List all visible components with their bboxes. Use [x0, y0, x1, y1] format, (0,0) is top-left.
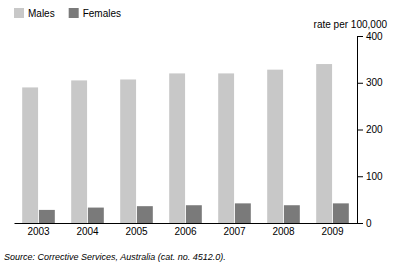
bar	[137, 206, 153, 223]
tick: 2005	[125, 226, 148, 237]
tick-label: 2008	[272, 226, 295, 237]
bar	[169, 73, 185, 223]
chart: 2003 2004 2005 2006 2007 2008 2009 0 100 200 300 40…	[0, 0, 397, 265]
tick-label: 400	[366, 31, 383, 42]
tick-mark	[357, 83, 363, 84]
tick-mark	[357, 130, 363, 131]
tick: 300	[357, 77, 383, 88]
bar	[186, 205, 202, 223]
series	[39, 203, 349, 223]
tick-label: 300	[366, 77, 383, 88]
bar	[22, 87, 38, 223]
tick-label: 2009	[321, 226, 344, 237]
axis-line	[15, 223, 358, 224]
x-axis: 2003 2004 2005 2006 2007 2008 2009	[15, 224, 358, 238]
legend-swatch	[14, 8, 24, 18]
bar	[284, 205, 300, 223]
legend: Males Females	[14, 8, 121, 19]
tick-label: 2004	[76, 226, 99, 237]
y-axis: 0 100 200 300 400	[357, 31, 383, 229]
bar	[71, 80, 87, 223]
tick: 100	[357, 171, 383, 182]
tick-label: 2003	[27, 226, 50, 237]
tick-label: 100	[366, 171, 383, 182]
tick: 2009	[321, 226, 344, 237]
tick-label: 0	[366, 218, 372, 229]
legend-item: Females	[69, 8, 121, 19]
plot: 2003 2004 2005 2006 2007 2008 2009 0 100 200 300 40…	[15, 31, 384, 237]
tick: 0	[357, 218, 372, 229]
tick: 2006	[174, 226, 197, 237]
bar	[235, 203, 251, 223]
tick: 2004	[76, 226, 99, 237]
tick-mark	[357, 223, 363, 224]
series	[22, 64, 332, 223]
legend-label: Females	[83, 8, 121, 19]
tick: 2007	[223, 226, 246, 237]
legend-swatch	[69, 8, 79, 18]
tick-label: 200	[366, 124, 383, 135]
axis-line	[358, 37, 364, 224]
tick-mark	[357, 36, 363, 37]
tick: 2008	[272, 226, 295, 237]
bar	[333, 203, 349, 223]
bar	[267, 70, 283, 223]
tick: 200	[357, 124, 383, 135]
bar	[39, 210, 55, 223]
bar	[120, 79, 136, 223]
bar	[88, 208, 104, 223]
legend-label: Males	[28, 8, 55, 19]
tick-label: 2007	[223, 226, 246, 237]
bars	[22, 64, 349, 223]
tick-mark	[357, 176, 363, 177]
tick: 2003	[27, 226, 50, 237]
tick: 400	[357, 31, 383, 42]
bar	[316, 64, 332, 223]
source-note: Source: Corrective Services, Australia (…	[4, 252, 226, 262]
legend-item: Males	[14, 8, 55, 19]
y-label: rate per 100,000	[314, 19, 388, 30]
tick-label: 2006	[174, 226, 197, 237]
tick-label: 2005	[125, 226, 148, 237]
bar	[218, 73, 234, 223]
